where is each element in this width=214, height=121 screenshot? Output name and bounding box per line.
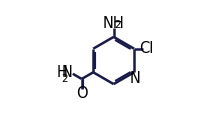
Text: N: N bbox=[129, 71, 140, 86]
Text: H: H bbox=[56, 65, 67, 80]
Text: NH: NH bbox=[102, 16, 124, 31]
Text: O: O bbox=[76, 86, 88, 101]
Text: Cl: Cl bbox=[139, 41, 154, 56]
Text: N: N bbox=[62, 65, 73, 80]
Text: 2: 2 bbox=[114, 20, 121, 30]
Text: 2: 2 bbox=[61, 74, 68, 84]
